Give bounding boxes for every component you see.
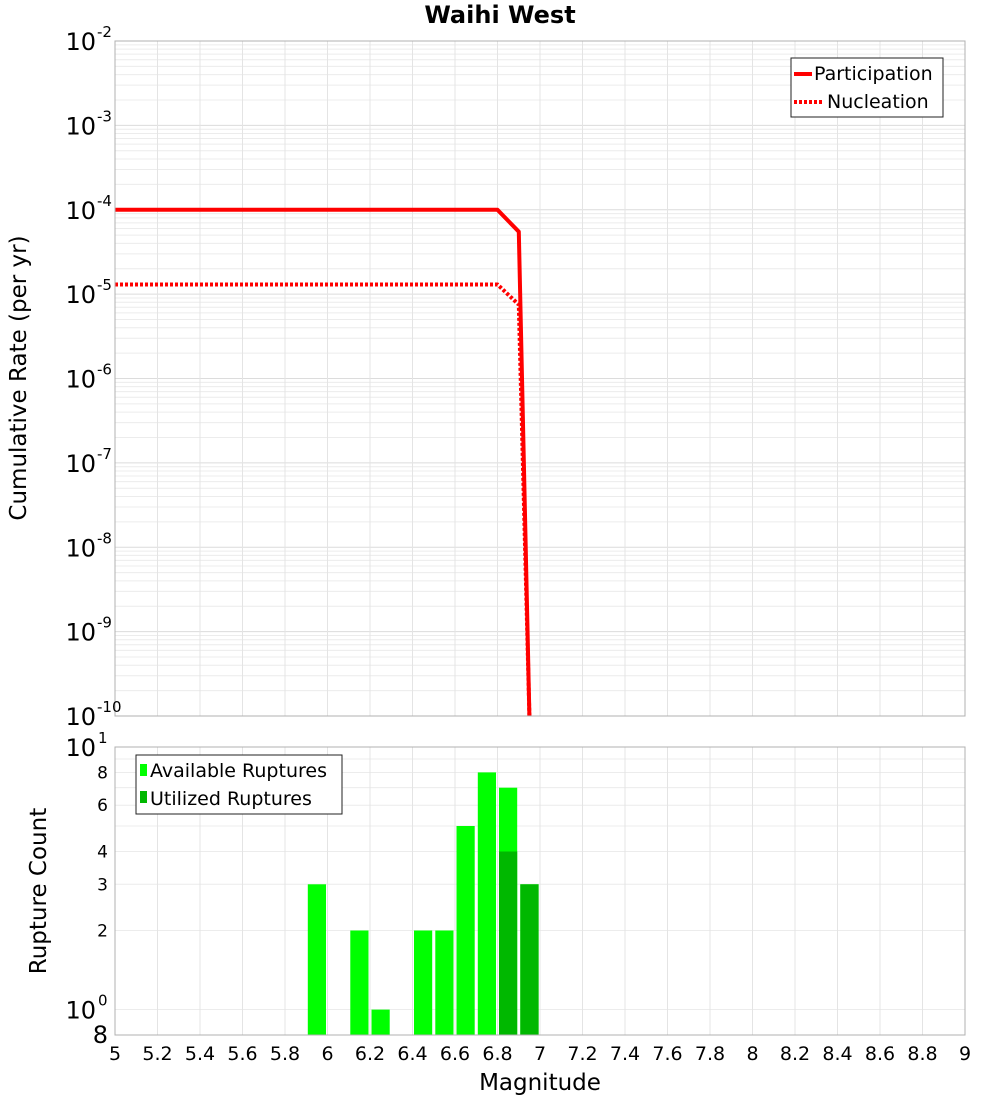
rate-y-tick-label: 10 — [65, 281, 96, 309]
magnitude-x-tick-label: 7 — [534, 1043, 546, 1065]
magnitude-x-tick-label: 8.8 — [907, 1043, 937, 1065]
count-y-decade-label: 10 — [65, 734, 96, 762]
x-axis-label: Magnitude — [479, 1070, 601, 1096]
rate-y-tick-exponent: -4 — [97, 192, 112, 210]
magnitude-x-tick-label: 6.2 — [355, 1043, 385, 1065]
count-legend: Available Ruptures Utilized Ruptures — [135, 754, 343, 815]
available-ruptures-bar — [456, 826, 475, 1035]
available-ruptures-bar — [350, 930, 369, 1035]
chart-title: Waihi West — [424, 1, 575, 29]
magnitude-x-tick-label: 8.4 — [822, 1043, 852, 1065]
rate-y-tick-exponent: -2 — [97, 23, 112, 41]
count-y-decade-label: 10 — [65, 997, 96, 1025]
legend-participation-label: Participation — [814, 63, 933, 85]
rate-y-tick-label: 10 — [65, 534, 96, 562]
legend-utilized-swatch — [140, 791, 147, 803]
magnitude-x-ticks: 5 5.2 5.4 5.6 5.8 6 6.2 6.4 6.6 6.8 7 7.2 7.4 7.6 7.8 8… — [109, 1043, 971, 1065]
count-y-tick-label: 8 — [97, 763, 108, 783]
magnitude-x-tick-label: 5.6 — [227, 1043, 257, 1065]
magnitude-x-tick-label: 8.6 — [865, 1043, 895, 1065]
rate-y-tick-label: 10 — [65, 450, 96, 478]
count-y-decade-exponent: 0 — [98, 992, 108, 1010]
rate-y-axis-label: Cumulative Rate (per yr) — [6, 235, 32, 520]
utilized-ruptures-bar — [520, 884, 539, 1035]
rate-plot-frame — [114, 40, 966, 717]
magnitude-x-tick-label: 8 — [746, 1043, 758, 1065]
count-y-axis-label: Rupture Count — [26, 808, 52, 974]
rate-y-ticks: 10-210-310-410-510-610-710-810-910-10 — [65, 23, 121, 731]
legend-available-label: Available Ruptures — [150, 760, 327, 782]
legend-nucleation-label: Nucleation — [827, 91, 929, 113]
count-y-tick-label: 6 — [97, 796, 108, 816]
magnitude-x-tick-label: 6 — [321, 1043, 333, 1065]
available-ruptures-bar — [307, 884, 326, 1035]
rate-plot-series — [115, 207, 532, 717]
magnitude-x-tick-label: 7.8 — [695, 1043, 725, 1065]
rate-y-tick-exponent: -8 — [97, 529, 112, 547]
count-y-tick-label: 3 — [97, 875, 108, 895]
magnitude-x-tick-label: 5 — [109, 1043, 121, 1065]
rate-y-tick-exponent: -6 — [97, 361, 112, 379]
rate-y-tick-label: 10 — [65, 366, 96, 394]
magnitude-x-tick-label: 5.4 — [185, 1043, 215, 1065]
count-plot-frame — [114, 746, 966, 1036]
count-y-bottom-label: 8 — [93, 1021, 108, 1049]
magnitude-x-tick-label: 5.2 — [142, 1043, 172, 1065]
rate-y-tick-exponent: -5 — [97, 276, 112, 294]
rate-y-tick-label: 10 — [65, 619, 96, 647]
magnitude-x-tick-label: 8.2 — [780, 1043, 810, 1065]
magnitude-x-tick-label: 7.6 — [652, 1043, 682, 1065]
rate-legend: Participation Nucleation — [790, 57, 944, 118]
count-y-decade-exponent: 1 — [98, 729, 108, 747]
rate-y-tick-label: 10 — [65, 703, 96, 731]
rate-plot-panel: 10-210-310-410-510-610-710-810-910-10 Cu… — [6, 23, 966, 731]
available-ruptures-bar — [414, 930, 433, 1035]
magnitude-x-tick-label: 6.4 — [397, 1043, 427, 1065]
magnitude-x-tick-label: 9 — [959, 1043, 971, 1065]
rate-y-tick-exponent: -7 — [97, 445, 112, 463]
rate-y-tick-label: 10 — [65, 197, 96, 225]
nucleation-series-line — [115, 282, 532, 717]
magnitude-x-tick-label: 7.2 — [567, 1043, 597, 1065]
count-legend-box — [135, 754, 343, 815]
count-y-tick-label: 4 — [97, 842, 108, 862]
rate-legend-box — [790, 57, 944, 118]
magnitude-x-tick-label: 6.8 — [482, 1043, 512, 1065]
available-ruptures-bar — [435, 930, 454, 1035]
legend-utilized-label: Utilized Ruptures — [150, 788, 312, 810]
rate-y-tick-exponent: -3 — [97, 107, 112, 125]
available-ruptures-bar — [477, 772, 496, 1035]
magnitude-x-tick-label: 6.6 — [440, 1043, 470, 1065]
rate-y-tick-label: 10 — [65, 28, 96, 56]
legend-available-swatch — [140, 764, 147, 776]
rate-y-tick-exponent: -10 — [97, 698, 122, 716]
rate-y-tick-exponent: -9 — [97, 614, 112, 632]
available-ruptures-bar — [371, 1009, 390, 1035]
count-plot-bars — [307, 772, 539, 1035]
utilized-ruptures-bar — [499, 851, 518, 1035]
rate-y-tick-label: 10 — [65, 112, 96, 140]
magnitude-x-tick-label: 7.4 — [610, 1043, 640, 1065]
magnitude-x-tick-label: 5.8 — [270, 1043, 300, 1065]
rate-plot-grid — [114, 40, 966, 717]
count-y-tick-label: 2 — [97, 922, 108, 942]
